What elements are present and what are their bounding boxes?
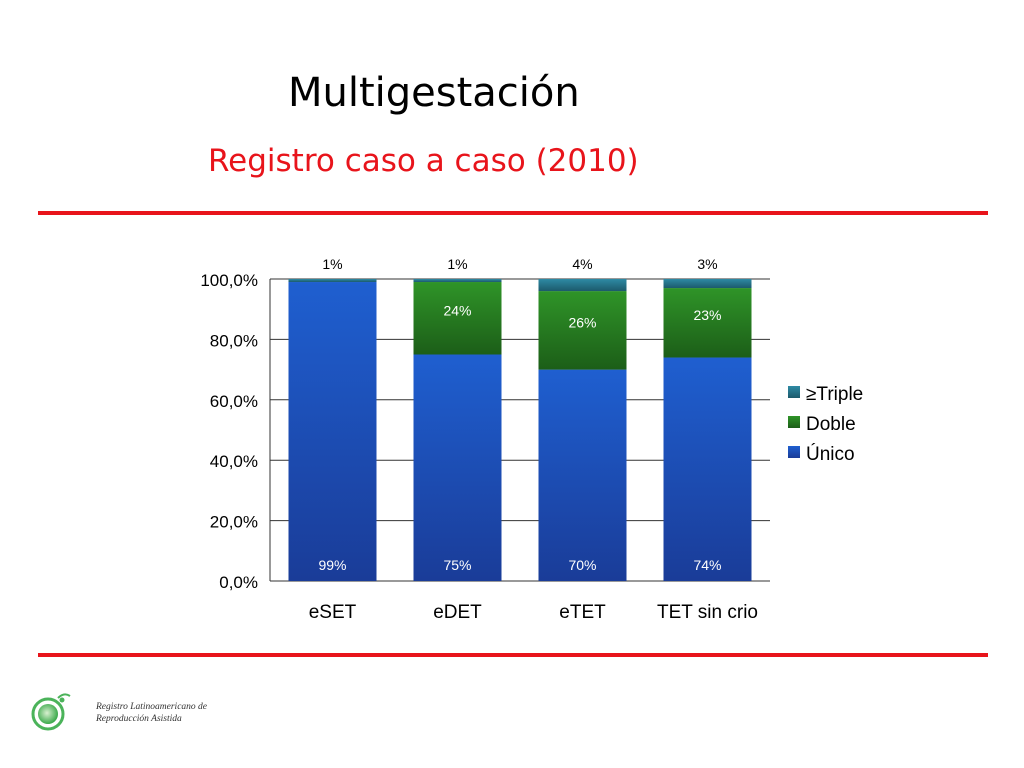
data-label: 1%: [322, 256, 342, 272]
slide-title: Multigestación: [288, 70, 580, 116]
data-label: 74%: [693, 557, 721, 573]
data-label: 99%: [318, 557, 346, 573]
bottom-divider: [38, 653, 988, 657]
bar-segment: [663, 357, 752, 581]
y-tick-label: 0,0%: [219, 573, 258, 592]
y-tick-label: 20,0%: [210, 513, 258, 532]
data-label: 26%: [568, 314, 596, 330]
logo-line-2: Reproducción Asistida: [96, 714, 182, 724]
legend-label: ≥Triple: [806, 384, 863, 405]
bar-segment: [538, 291, 627, 370]
bar-segment: [663, 279, 752, 289]
y-tick-label: 60,0%: [210, 392, 258, 411]
logo: Registro Latinoamericano de Reproducción…: [28, 688, 228, 738]
x-tick-label: TET sin crio: [657, 602, 758, 623]
logo-emblem-icon: [31, 693, 71, 731]
legend-swatch: [788, 446, 800, 458]
y-tick-label: 80,0%: [210, 331, 258, 350]
legend-label: Único: [806, 443, 855, 465]
x-tick-label: eTET: [559, 602, 606, 623]
bar-segment: [288, 279, 377, 283]
bar-segment: [413, 279, 502, 283]
bar-segment: [413, 282, 502, 355]
data-label: 24%: [443, 302, 471, 318]
slide-subtitle: Registro caso a caso (2010): [208, 143, 639, 179]
top-divider: [38, 211, 988, 215]
x-tick-label: eDET: [433, 602, 482, 623]
legend-swatch: [788, 386, 800, 398]
data-label: 3%: [697, 256, 717, 272]
legend-swatch: [788, 416, 800, 428]
bar-segment: [663, 288, 752, 358]
bar-segment: [538, 369, 627, 581]
y-tick-label: 100,0%: [200, 271, 258, 290]
data-label: 4%: [572, 256, 592, 272]
x-tick-label: eSET: [309, 602, 357, 623]
bar-segment: [538, 279, 627, 292]
data-label: 75%: [443, 557, 471, 573]
data-label: 70%: [568, 557, 596, 573]
bar-segment: [288, 282, 377, 581]
legend-label: Doble: [806, 414, 856, 435]
data-label: 23%: [693, 307, 721, 323]
bar-segment: [413, 354, 502, 581]
data-label: 1%: [447, 256, 467, 272]
logo-line-1: Registro Latinoamericano de: [96, 702, 207, 712]
y-tick-label: 40,0%: [210, 452, 258, 471]
